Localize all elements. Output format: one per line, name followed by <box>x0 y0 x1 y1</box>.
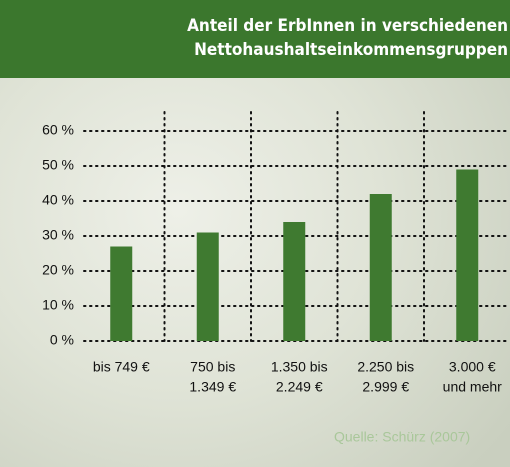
x-tick-label: 2.999 € <box>362 379 409 395</box>
source: Quelle: Schürz (2007) <box>334 429 470 445</box>
header <box>0 0 510 78</box>
bar <box>456 169 479 341</box>
y-tick-label: 0 % <box>50 332 74 348</box>
x-tick-label: und mehr <box>443 379 502 395</box>
chart-title: Anteil der ErbInnen in verschiedenen <box>187 16 508 36</box>
y-tick-label: 60 % <box>42 122 74 138</box>
bar <box>196 232 219 341</box>
chart-title: Nettohaushaltseinkommensgruppen <box>194 40 508 60</box>
y-tick-label: 40 % <box>42 192 74 208</box>
x-tick-label: 1.349 € <box>189 379 236 395</box>
x-tick-label: bis 749 € <box>93 359 150 375</box>
y-tick-label: 10 % <box>42 297 74 313</box>
x-tick-label: 2.250 bis <box>357 359 414 375</box>
x-tick-label: 1.350 bis <box>271 359 328 375</box>
y-tick-label: 20 % <box>42 262 74 278</box>
y-tick-label: 30 % <box>42 227 74 243</box>
y-tick-label: 50 % <box>42 157 74 173</box>
bar <box>283 222 306 341</box>
bar <box>369 194 392 341</box>
x-tick-label: 3.000 € <box>449 359 496 375</box>
bar <box>110 246 133 341</box>
x-tick-label: 750 bis <box>190 359 235 375</box>
x-tick-label: 2.249 € <box>276 379 323 395</box>
